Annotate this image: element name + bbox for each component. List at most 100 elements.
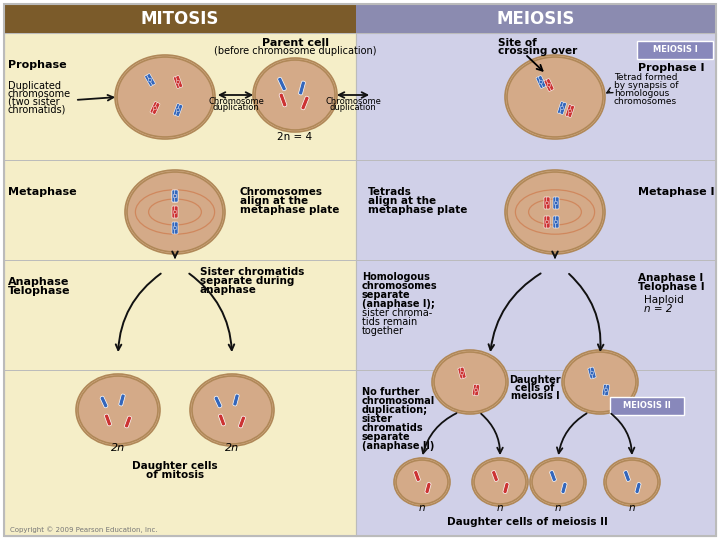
Ellipse shape [127,172,223,252]
Circle shape [568,109,572,113]
Circle shape [545,201,549,205]
Text: MEIOSIS I: MEIOSIS I [652,45,698,55]
Circle shape [604,388,608,392]
Text: together: together [362,326,404,336]
Text: Metaphase: Metaphase [8,187,76,197]
Text: Prophase I: Prophase I [638,63,704,73]
Ellipse shape [115,55,215,139]
Text: cells of: cells of [516,383,554,393]
Text: tids remain: tids remain [362,317,418,327]
Polygon shape [147,73,156,85]
Polygon shape [301,96,309,110]
Polygon shape [104,414,112,426]
Polygon shape [503,482,509,494]
Text: chromosomal: chromosomal [362,396,436,406]
Text: metaphase plate: metaphase plate [240,205,339,215]
Text: homologous: homologous [614,90,670,98]
Text: Anaphase I: Anaphase I [638,273,703,283]
Polygon shape [557,102,564,114]
Ellipse shape [606,460,658,504]
Circle shape [554,220,558,224]
Polygon shape [172,222,176,234]
Bar [356,4,716,33]
Text: Anaphase: Anaphase [8,277,69,287]
Polygon shape [590,367,596,379]
Polygon shape [568,105,575,118]
Text: anaphase: anaphase [200,285,257,295]
Circle shape [174,210,177,214]
Text: Telophase I: Telophase I [638,282,705,292]
Text: Daughter cells: Daughter cells [132,461,218,471]
Polygon shape [546,78,554,90]
Polygon shape [174,104,180,116]
Circle shape [539,80,543,84]
Ellipse shape [505,55,605,139]
FancyBboxPatch shape [637,41,713,59]
Polygon shape [214,396,222,408]
Polygon shape [539,76,546,87]
Polygon shape [553,197,557,209]
Polygon shape [174,76,180,89]
Polygon shape [556,216,559,228]
Polygon shape [172,190,176,202]
Text: metaphase plate: metaphase plate [368,205,467,215]
Polygon shape [602,384,607,395]
Circle shape [554,201,558,205]
Polygon shape [172,206,176,218]
Text: Chromosomes: Chromosomes [240,187,323,197]
Polygon shape [635,482,641,494]
Ellipse shape [125,170,225,254]
Circle shape [174,194,177,198]
Circle shape [176,108,180,112]
Text: Chromosome: Chromosome [325,97,381,105]
Ellipse shape [192,376,272,444]
Text: (anaphase I);: (anaphase I); [362,299,435,309]
Ellipse shape [117,57,213,137]
Ellipse shape [78,376,158,444]
Polygon shape [172,190,176,202]
Text: Copyright © 2009 Pearson Education, Inc.: Copyright © 2009 Pearson Education, Inc. [10,526,158,534]
Polygon shape [125,416,132,428]
Circle shape [174,194,177,198]
Polygon shape [546,197,550,209]
Text: (two sister: (two sister [8,97,60,107]
Polygon shape [474,384,480,396]
Polygon shape [119,394,125,406]
Ellipse shape [507,57,603,137]
Polygon shape [238,416,246,428]
Circle shape [560,106,564,110]
Polygon shape [624,470,631,482]
Polygon shape [150,102,158,113]
Ellipse shape [472,458,528,506]
Text: 2n: 2n [225,443,239,453]
Text: chromosomes: chromosomes [614,98,677,106]
Text: of mitosis: of mitosis [146,470,204,480]
Text: (before chromosome duplication): (before chromosome duplication) [214,46,377,56]
Circle shape [547,83,551,87]
Polygon shape [413,470,420,482]
Text: n: n [497,503,503,513]
Text: Telophase: Telophase [8,286,71,296]
Polygon shape [460,367,466,379]
Circle shape [153,106,157,110]
Text: by synapsis of: by synapsis of [614,82,678,91]
Polygon shape [153,103,160,114]
Text: chromosome: chromosome [8,89,71,99]
Text: duplication: duplication [330,103,377,111]
Text: n: n [629,503,635,513]
Circle shape [148,78,152,82]
Text: chromatids: chromatids [362,423,423,433]
Polygon shape [145,75,153,86]
Polygon shape [174,222,178,234]
Bar [4,33,356,536]
Text: separate: separate [362,432,410,442]
Polygon shape [278,77,287,91]
Circle shape [174,226,177,230]
Ellipse shape [604,458,660,506]
Polygon shape [544,79,552,91]
Text: chromosomes: chromosomes [362,281,438,291]
Ellipse shape [253,58,337,132]
Polygon shape [565,105,572,117]
Ellipse shape [255,60,335,130]
Polygon shape [492,470,498,482]
